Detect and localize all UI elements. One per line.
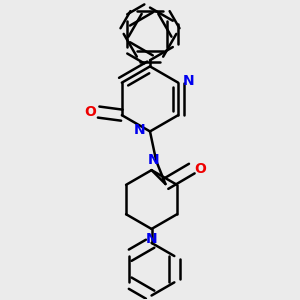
Text: N: N (134, 123, 146, 137)
Text: N: N (146, 232, 158, 246)
Text: N: N (147, 153, 159, 167)
Text: O: O (194, 162, 206, 176)
Text: N: N (183, 74, 194, 88)
Text: O: O (84, 105, 96, 119)
